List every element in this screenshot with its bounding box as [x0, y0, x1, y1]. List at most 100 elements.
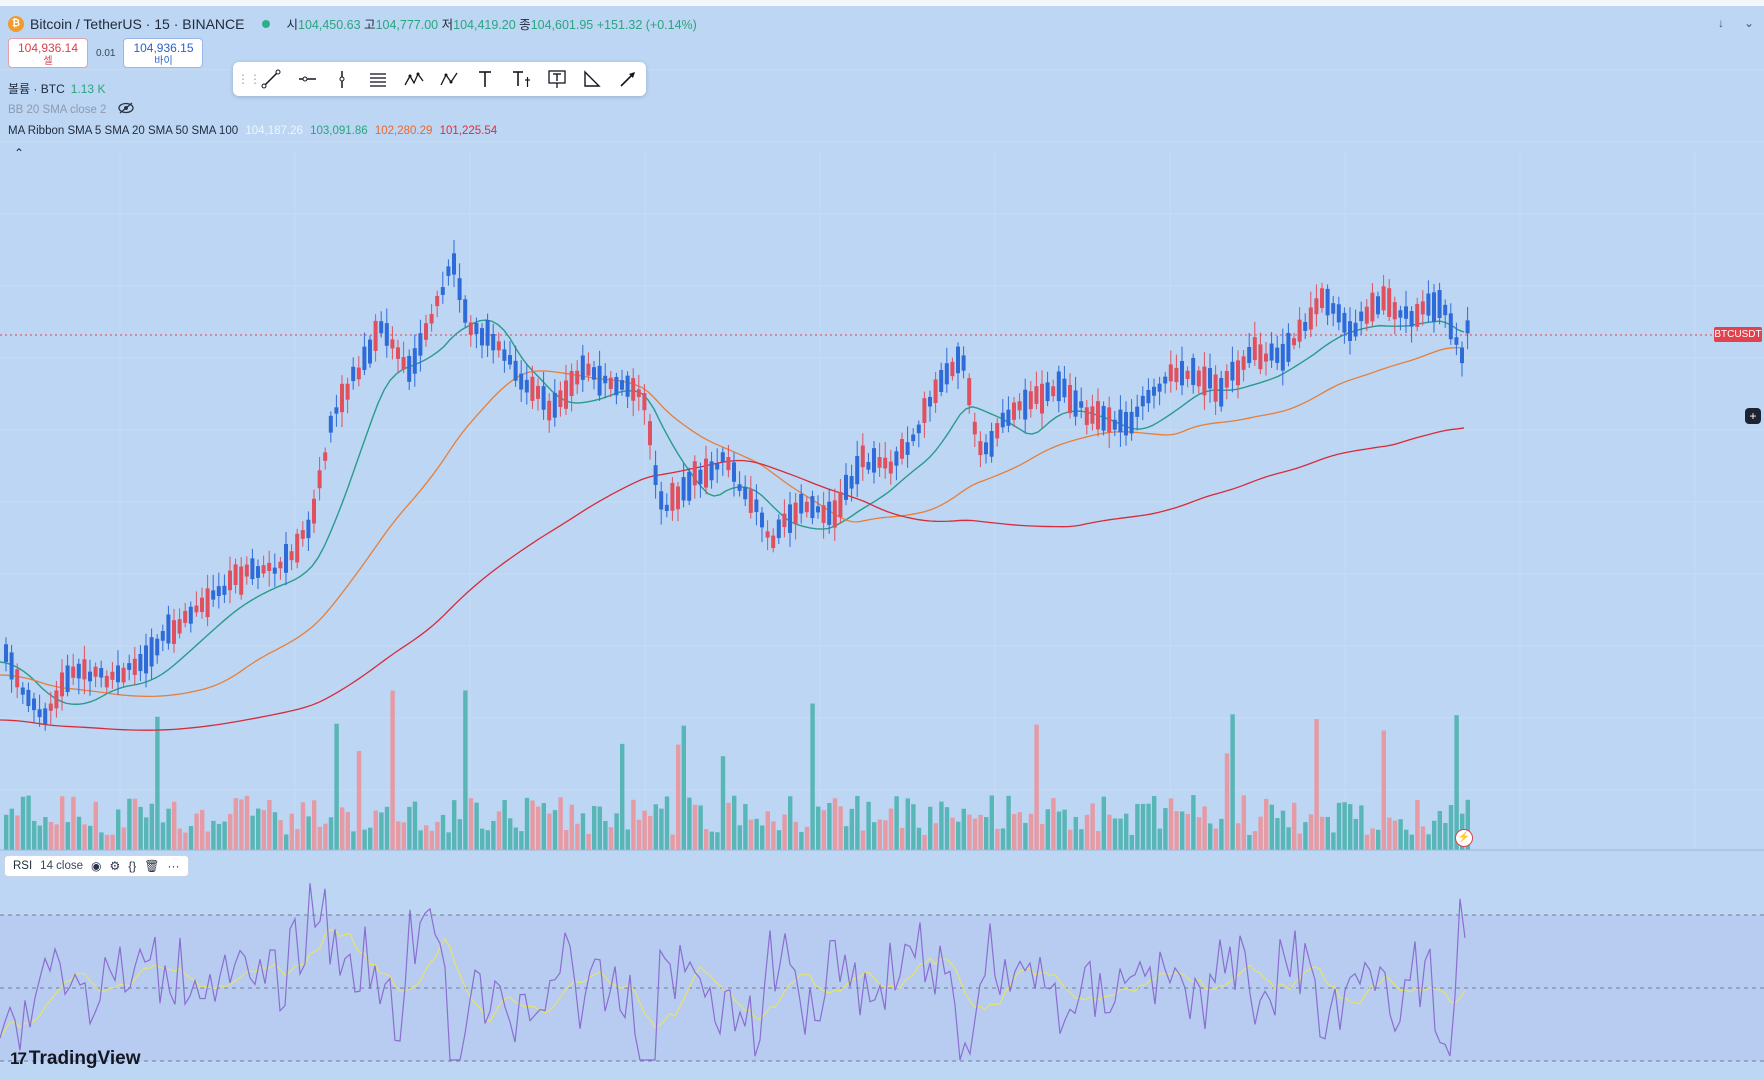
volume-bar [1325, 816, 1330, 850]
candle-body [1068, 385, 1072, 414]
volume-bar [704, 829, 709, 850]
volume-bar [816, 806, 821, 850]
candle-body [328, 415, 333, 433]
candle-body [552, 392, 557, 418]
horizontal-ray-icon[interactable] [289, 65, 325, 93]
volume-bar [821, 810, 826, 850]
vertical-line-icon[interactable] [324, 65, 360, 93]
candle-body [1376, 296, 1380, 315]
volume-bar [1202, 806, 1207, 850]
more-icon[interactable]: ⌄ [1744, 16, 1755, 30]
volume-bar [1376, 829, 1381, 850]
settings-icon[interactable]: ⚙ [109, 859, 121, 873]
candle-body [1023, 389, 1028, 420]
lightning-icon[interactable]: ⚡ [1455, 829, 1473, 847]
candle-body [642, 393, 647, 411]
xabcd-pattern-icon[interactable] [396, 65, 432, 93]
volume-bar [552, 810, 558, 850]
volume-bar [485, 830, 490, 850]
symbol-title[interactable]: Bitcoin / TetherUS · 15 · BINANCE [30, 15, 245, 32]
volume-bar [1230, 714, 1235, 850]
volume-bar [1342, 802, 1347, 850]
source-code-icon[interactable]: {} [128, 859, 137, 873]
volume-bar [1241, 795, 1246, 850]
triangle-icon[interactable] [575, 65, 611, 93]
candle-body [1348, 321, 1352, 341]
volume-bar [463, 690, 468, 850]
volume-bar [715, 832, 720, 850]
plus-icon[interactable]: + [1745, 408, 1761, 424]
volume-bar [883, 820, 888, 850]
candle-body [1342, 312, 1347, 333]
candle-body [132, 658, 137, 675]
volume-bar [519, 831, 524, 850]
volume-bar [849, 808, 854, 850]
parallel-channel-icon[interactable] [360, 65, 396, 93]
candle-body [312, 498, 316, 524]
text-note-icon[interactable] [503, 65, 539, 93]
volume-bar [239, 799, 244, 850]
tradingview-logo[interactable]: 17 TradingView [10, 1048, 141, 1069]
volume-bar [37, 825, 42, 850]
volume-bar [1331, 832, 1336, 850]
drawing-toolbar: ⋮⋮ [233, 62, 646, 96]
volume-bar [939, 801, 944, 850]
volume-bar [944, 807, 950, 850]
volume-bar [351, 831, 356, 850]
candle-body [1359, 311, 1364, 322]
buy-button[interactable]: 104,936.15 바이 [123, 38, 204, 68]
candle-body [614, 376, 619, 396]
volume-bar [1006, 795, 1011, 850]
arrow-icon[interactable] [610, 65, 646, 93]
anchored-text-icon[interactable] [539, 65, 575, 93]
collapse-legend-icon[interactable]: ⌃ [14, 146, 25, 160]
volume-bar [827, 803, 832, 850]
candle-body [32, 698, 36, 711]
volume-bar [149, 803, 154, 850]
volume-bar [32, 820, 37, 850]
volume-bar [771, 821, 776, 850]
candle-body [1460, 348, 1464, 364]
text-icon[interactable] [467, 65, 503, 93]
volume-bar [1297, 833, 1302, 850]
more-options-icon[interactable]: ··· [167, 859, 180, 873]
candle-body [9, 652, 14, 680]
abcd-pattern-icon[interactable] [432, 65, 468, 93]
candle-body [1163, 376, 1168, 384]
candle-body [788, 504, 792, 533]
candle-body [524, 379, 529, 393]
candle-body [1191, 357, 1196, 385]
trend-line-icon[interactable] [253, 65, 289, 93]
ma-ribbon-legend[interactable]: MA Ribbon SMA 5 SMA 20 SMA 50 SMA 100 10… [8, 125, 498, 137]
arrow-down-icon[interactable]: ↓ [1718, 16, 1724, 30]
volume-bar [1269, 804, 1274, 850]
volume-bar [888, 808, 894, 850]
candle-body [480, 328, 484, 346]
candle-body [961, 355, 966, 371]
eye-icon[interactable]: ◉ [91, 859, 102, 873]
volume-bar [1090, 803, 1095, 850]
sell-button[interactable]: 104,936.14 셀 [8, 38, 88, 68]
eye-hidden-icon[interactable] [118, 102, 135, 117]
candle-body [636, 389, 641, 397]
candle-body [166, 614, 171, 644]
delete-icon[interactable]: 🗑 [144, 859, 160, 873]
drag-handle-icon[interactable]: ⋮⋮ [237, 72, 261, 86]
candle-body [597, 365, 602, 396]
candle-body [244, 564, 249, 577]
candle-body [272, 567, 277, 574]
rsi-legend[interactable]: RSI 14 close ◉ ⚙ {} 🗑 ··· [4, 855, 189, 877]
volume-bar [1432, 820, 1437, 850]
candle-body [1152, 386, 1156, 396]
bb-legend[interactable]: BB 20 SMA close 2 [8, 102, 135, 117]
volume-legend[interactable]: 볼륨 · BTC 1.13 K [8, 82, 106, 96]
candle-body [631, 378, 636, 401]
volume-bar [530, 800, 535, 850]
volume-bar [373, 810, 378, 850]
candle-body [653, 465, 658, 485]
volume-bar [328, 817, 334, 850]
candle-body [1303, 321, 1308, 331]
volume-bar [541, 803, 546, 850]
candle-body [709, 461, 714, 481]
